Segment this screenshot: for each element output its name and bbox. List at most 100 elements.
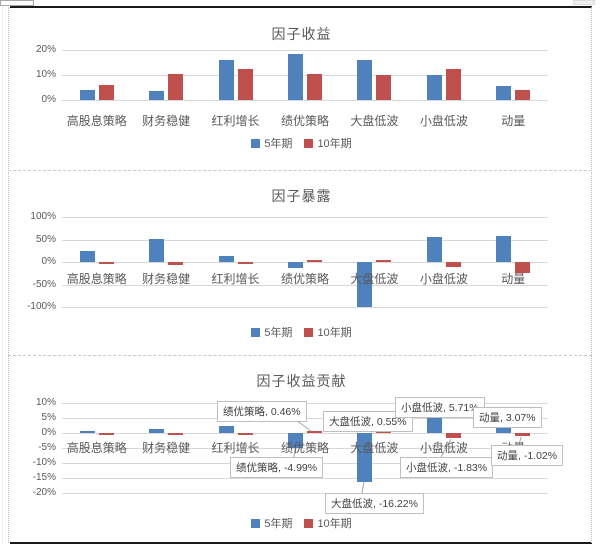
y-axis-tick: 5% — [41, 412, 56, 423]
category-label: 小盘低波 — [419, 272, 468, 286]
bar — [288, 262, 303, 268]
data-label-callout: 动量, 3.07% — [473, 407, 542, 428]
gridline — [62, 284, 548, 286]
legend-swatch — [304, 327, 314, 337]
y-axis-tick: -20% — [32, 487, 56, 498]
bar — [237, 433, 253, 436]
bar — [218, 256, 234, 262]
right-page-guide — [591, 7, 592, 543]
y-axis-tick: -10% — [32, 457, 56, 468]
page-corner-tab — [0, 0, 34, 6]
data-label-callout: 绩优策略, -4.99% — [230, 457, 324, 478]
plot-area — [62, 10, 548, 170]
category-label: 小盘低波 — [419, 114, 468, 128]
bar — [515, 90, 531, 100]
category-label: 财务稳健 — [142, 441, 191, 455]
bar — [149, 428, 165, 433]
section-separator — [8, 170, 592, 171]
bar — [307, 73, 322, 100]
y-axis-tick: -5% — [38, 442, 56, 453]
bar — [376, 75, 392, 100]
category-label: 红利增长 — [211, 441, 260, 455]
bar — [376, 431, 392, 433]
gridline — [62, 448, 548, 449]
y-axis-tick: -15% — [32, 472, 56, 483]
category-label: 红利增长 — [211, 272, 260, 286]
gridline — [62, 75, 548, 76]
bar — [79, 90, 95, 100]
bar — [79, 250, 95, 262]
y-axis-tick: 10% — [35, 69, 56, 80]
data-label-callout: 大盘低波, -16.22% — [325, 493, 424, 514]
legend-swatch — [251, 518, 261, 528]
factor-return-chart: 因子收益 5年期 10年期 20% 10% 0% 高股息策略 财务稳健 红利增长 绩优策略 大盘… — [0, 10, 603, 170]
legend: 5年期 10年期 — [0, 324, 603, 340]
gridline — [62, 50, 548, 51]
bar — [149, 239, 165, 262]
category-label: 红利增长 — [211, 114, 260, 128]
y-axis-tick: 50% — [35, 233, 56, 245]
category-label: 大盘低波 — [350, 114, 399, 128]
chart-title: 因子暴露 — [271, 188, 332, 204]
category-label: 动量 — [501, 114, 526, 128]
left-page-guide — [8, 7, 9, 543]
y-axis-tick: 0% — [41, 427, 56, 438]
gridline — [62, 307, 548, 308]
bar — [357, 262, 373, 307]
gridline — [62, 433, 548, 434]
bar — [376, 260, 392, 262]
gridline — [62, 217, 548, 218]
bar — [168, 433, 184, 435]
legend-label: 10年期 — [317, 138, 352, 150]
page-corner-mark — [573, 0, 595, 5]
bar — [307, 259, 322, 262]
bar — [496, 423, 512, 433]
y-axis-tick: -50% — [32, 278, 56, 290]
legend-item: 10年期 — [304, 135, 352, 151]
bar — [357, 433, 373, 482]
chart-title: 因子收益 — [271, 26, 332, 42]
bar — [515, 433, 531, 437]
bar — [445, 68, 461, 100]
y-axis-tick: 0% — [41, 256, 56, 267]
category-label: 高股息策略 — [66, 441, 127, 455]
category-label: 高股息策略 — [66, 272, 127, 286]
category-label: 绩优策略 — [280, 114, 329, 128]
legend-swatch — [304, 138, 314, 148]
bar — [496, 86, 512, 100]
factor-exposure-chart: 因子暴露 5年期 10年期 100% 50% 0% -50% -100% 高股息策略 财务稳健… — [0, 172, 603, 355]
bar — [496, 236, 512, 262]
data-label-callout: 动量, -1.02% — [491, 445, 564, 466]
y-axis-tick: 100% — [30, 211, 56, 222]
y-axis-tick: 0% — [41, 94, 56, 105]
category-label: 财务稳健 — [142, 272, 191, 286]
chart-title: 因子收益贡献 — [256, 373, 347, 389]
legend-label: 5年期 — [264, 138, 293, 150]
category-label: 绩优策略 — [280, 272, 329, 286]
data-label-callout: 小盘低波, -1.83% — [400, 457, 494, 478]
bar — [149, 91, 165, 100]
bar — [288, 433, 303, 448]
bar — [357, 60, 373, 100]
page-bottom-border — [10, 542, 592, 544]
legend-swatch — [251, 138, 261, 148]
category-label: 绩优策略 — [280, 441, 329, 455]
legend-swatch — [304, 518, 314, 528]
page-top-border — [10, 6, 592, 8]
category-label: 高股息策略 — [66, 114, 127, 128]
bar — [307, 431, 322, 433]
legend-label: 10年期 — [317, 518, 352, 530]
bar — [168, 262, 184, 265]
bar — [98, 85, 114, 100]
legend: 5年期 10年期 — [0, 135, 603, 151]
legend: 5年期 10年期 — [0, 515, 603, 531]
y-axis-tick: 20% — [35, 44, 56, 55]
data-label-callout: 小盘低波, 5.71% — [395, 397, 485, 418]
bar — [445, 433, 461, 439]
bar — [218, 60, 234, 100]
legend-item: 5年期 — [251, 324, 292, 340]
bar — [98, 262, 114, 264]
category-label: 大盘低波 — [350, 272, 399, 286]
bar — [168, 73, 184, 100]
